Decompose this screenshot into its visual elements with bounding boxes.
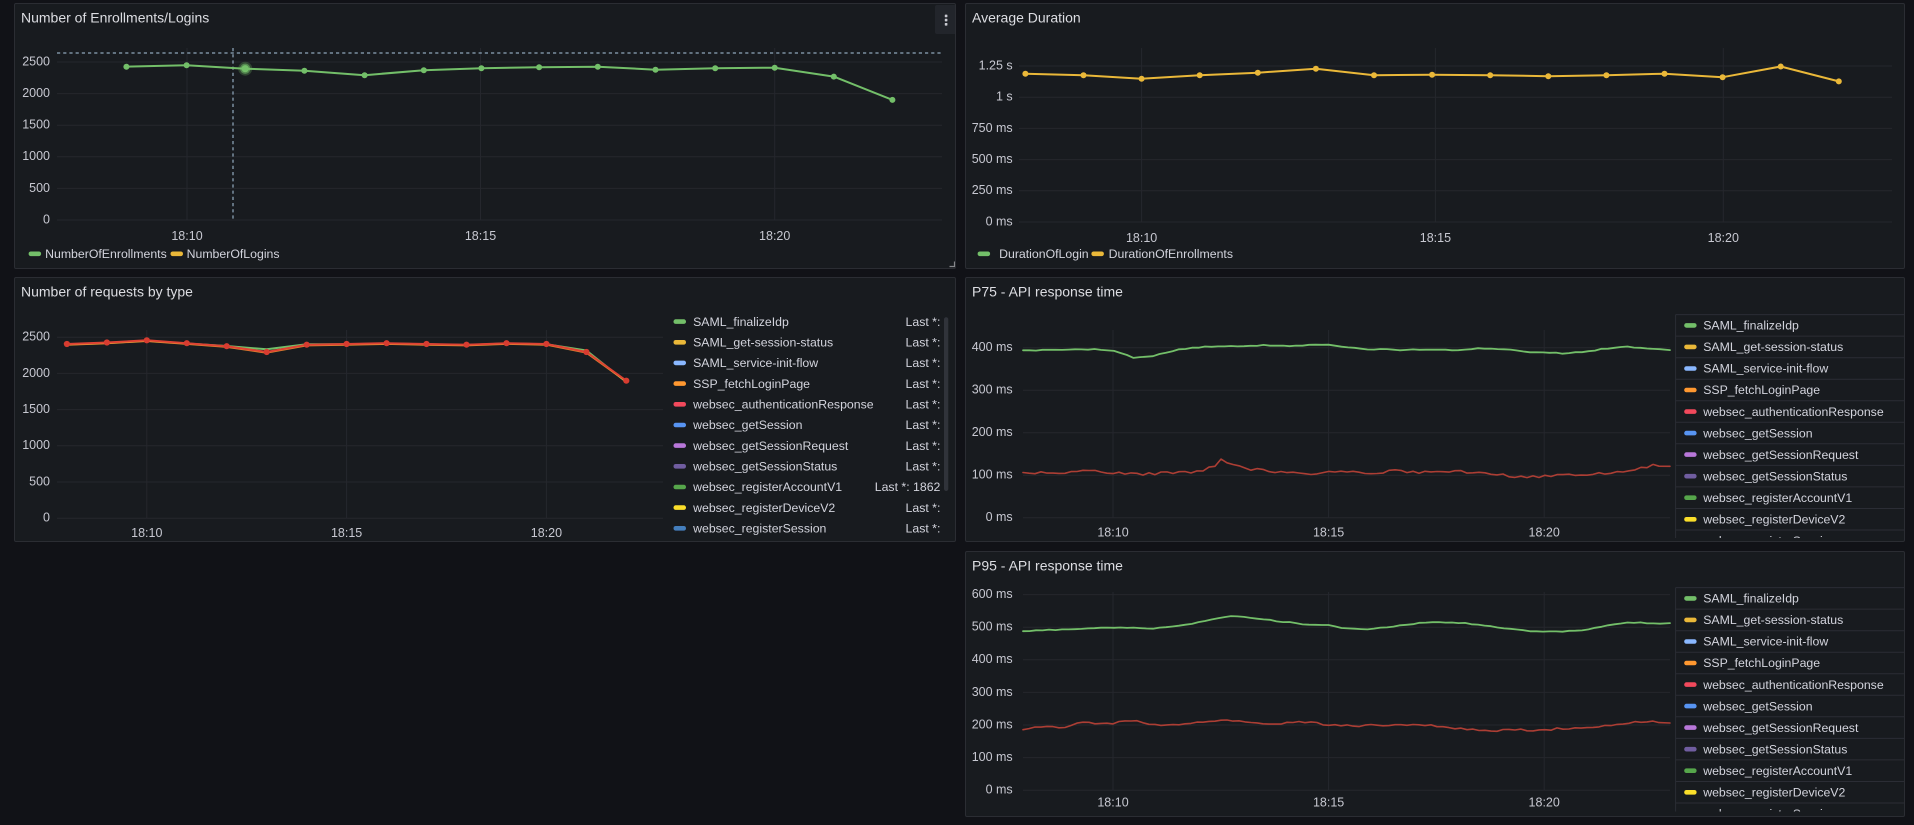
svg-text:18:15: 18:15 [331, 526, 362, 540]
svg-text:websec_registerAccountV1: websec_registerAccountV1 [692, 480, 842, 494]
svg-text:1.25 s: 1.25 s [979, 58, 1013, 72]
svg-text:websec_authenticationResponse: websec_authenticationResponse [1702, 405, 1884, 419]
svg-text:Number of Enrollments/Logins: Number of Enrollments/Logins [21, 9, 209, 25]
svg-text:300 ms: 300 ms [972, 383, 1013, 397]
svg-text:SAML_finalizeIdp: SAML_finalizeIdp [1703, 319, 1799, 333]
svg-text:SAML_get-session-status: SAML_get-session-status [1703, 613, 1843, 627]
svg-text:NumberOfEnrollments: NumberOfEnrollments [45, 247, 167, 261]
svg-text:websec_registerDeviceV2: websec_registerDeviceV2 [1702, 786, 1845, 800]
svg-text:18:10: 18:10 [1126, 231, 1157, 245]
svg-text:SSP_fetchLoginPage: SSP_fetchLoginPage [1703, 656, 1820, 670]
svg-text:websec_registerDeviceV2: websec_registerDeviceV2 [692, 501, 835, 515]
svg-text:300 ms: 300 ms [972, 685, 1013, 699]
svg-text:18:20: 18:20 [759, 229, 790, 243]
svg-text:18:20: 18:20 [1529, 526, 1560, 540]
svg-text:websec_getSessionRequest: websec_getSessionRequest [1702, 721, 1859, 735]
svg-text:Last *:: Last *: [906, 315, 941, 329]
svg-text:Last *:: Last *: [906, 460, 941, 474]
svg-text:SAML_service-init-flow: SAML_service-init-flow [1703, 362, 1828, 376]
svg-text:200 ms: 200 ms [972, 425, 1013, 439]
svg-text:SAML_finalizeIdp: SAML_finalizeIdp [693, 315, 789, 329]
svg-text:18:10: 18:10 [131, 526, 162, 540]
svg-text:websec_getSession: websec_getSession [1702, 426, 1813, 440]
svg-text:websec_getSessionStatus: websec_getSessionStatus [1702, 742, 1847, 756]
svg-text:SAML_service-init-flow: SAML_service-init-flow [693, 356, 818, 370]
svg-text:400 ms: 400 ms [972, 340, 1013, 354]
svg-text:1000: 1000 [22, 438, 50, 452]
svg-text:SAML_get-session-status: SAML_get-session-status [693, 336, 833, 350]
svg-text:0 ms: 0 ms [986, 783, 1013, 797]
svg-text:websec_authenticationResponse: websec_authenticationResponse [692, 398, 874, 412]
svg-text:18:15: 18:15 [1420, 231, 1451, 245]
svg-text:websec_registerAccountV1: websec_registerAccountV1 [1702, 764, 1852, 778]
svg-text:Last *: 1862: Last *: 1862 [875, 480, 941, 494]
svg-text:Last *:: Last *: [906, 522, 941, 536]
svg-text:18:20: 18:20 [1529, 796, 1560, 810]
svg-text:0 ms: 0 ms [986, 214, 1013, 228]
svg-text:200 ms: 200 ms [972, 717, 1013, 731]
svg-text:Last *:: Last *: [906, 501, 941, 515]
svg-text:500: 500 [29, 474, 50, 488]
svg-text:250 ms: 250 ms [972, 183, 1013, 197]
svg-text:SSP_fetchLoginPage: SSP_fetchLoginPage [1703, 383, 1820, 397]
svg-text:1500: 1500 [22, 402, 50, 416]
svg-text:websec_registerDeviceV2: websec_registerDeviceV2 [1702, 513, 1845, 527]
svg-text:NumberOfLogins: NumberOfLogins [187, 247, 280, 261]
svg-text:2500: 2500 [22, 54, 50, 68]
svg-text:SAML_service-init-flow: SAML_service-init-flow [1703, 635, 1828, 649]
svg-text:Number of requests by type: Number of requests by type [21, 283, 193, 299]
svg-text:P75 - API response time: P75 - API response time [972, 283, 1123, 299]
svg-text:500 ms: 500 ms [972, 620, 1013, 634]
svg-text:websec_getSessionRequest: websec_getSessionRequest [692, 439, 849, 453]
svg-text:18:10: 18:10 [1097, 796, 1128, 810]
svg-text:2000: 2000 [22, 86, 50, 100]
svg-text:SAML_get-session-status: SAML_get-session-status [1703, 340, 1843, 354]
svg-text:18:15: 18:15 [465, 229, 496, 243]
svg-text:18:20: 18:20 [531, 526, 562, 540]
svg-text:18:15: 18:15 [1313, 796, 1344, 810]
svg-text:websec_getSessionStatus: websec_getSessionStatus [1702, 469, 1847, 483]
svg-text:websec_registerSession: websec_registerSession [1702, 534, 1836, 542]
svg-text:500 ms: 500 ms [972, 152, 1013, 166]
svg-text:18:10: 18:10 [1097, 526, 1128, 540]
svg-text:websec_getSessionStatus: websec_getSessionStatus [692, 460, 837, 474]
svg-text:750 ms: 750 ms [972, 121, 1013, 135]
svg-text:400 ms: 400 ms [972, 652, 1013, 666]
svg-text:0: 0 [43, 511, 50, 525]
svg-text:websec_getSessionRequest: websec_getSessionRequest [1702, 448, 1859, 462]
svg-text:500: 500 [29, 181, 50, 195]
svg-text:Average Duration: Average Duration [972, 9, 1081, 25]
svg-text:1500: 1500 [22, 118, 50, 132]
svg-text:1 s: 1 s [996, 90, 1013, 104]
svg-text:Last *:: Last *: [906, 356, 941, 370]
svg-text:DurationOfLogin: DurationOfLogin [999, 247, 1089, 261]
svg-text:P95 - API response time: P95 - API response time [972, 557, 1123, 573]
svg-text:2500: 2500 [22, 330, 50, 344]
svg-text:1000: 1000 [22, 149, 50, 163]
svg-text:SAML_finalizeIdp: SAML_finalizeIdp [1703, 592, 1799, 606]
svg-text:Last *:: Last *: [906, 336, 941, 350]
svg-text:Last *:: Last *: [906, 439, 941, 453]
svg-text:18:20: 18:20 [1708, 231, 1739, 245]
svg-text:Last *:: Last *: [906, 398, 941, 412]
svg-text:0 ms: 0 ms [986, 510, 1013, 524]
svg-text:18:15: 18:15 [1313, 526, 1344, 540]
svg-text:websec_registerSession: websec_registerSession [692, 522, 826, 536]
svg-text:100 ms: 100 ms [972, 750, 1013, 764]
svg-text:websec_getSession: websec_getSession [1702, 699, 1813, 713]
svg-text:DurationOfEnrollments: DurationOfEnrollments [1109, 247, 1233, 261]
svg-text:Last *:: Last *: [906, 418, 941, 432]
svg-text:600 ms: 600 ms [972, 587, 1013, 601]
svg-text:SSP_fetchLoginPage: SSP_fetchLoginPage [693, 377, 810, 391]
svg-text:2000: 2000 [22, 366, 50, 380]
svg-text:18:10: 18:10 [171, 229, 202, 243]
svg-text:websec_getSession: websec_getSession [692, 418, 803, 432]
svg-text:0: 0 [43, 212, 50, 226]
svg-text:websec_registerSession: websec_registerSession [1702, 807, 1836, 817]
svg-text:100 ms: 100 ms [972, 468, 1013, 482]
svg-text:Last *:: Last *: [906, 377, 941, 391]
svg-text:websec_authenticationResponse: websec_authenticationResponse [1702, 678, 1884, 692]
svg-text:websec_registerAccountV1: websec_registerAccountV1 [1702, 491, 1852, 505]
